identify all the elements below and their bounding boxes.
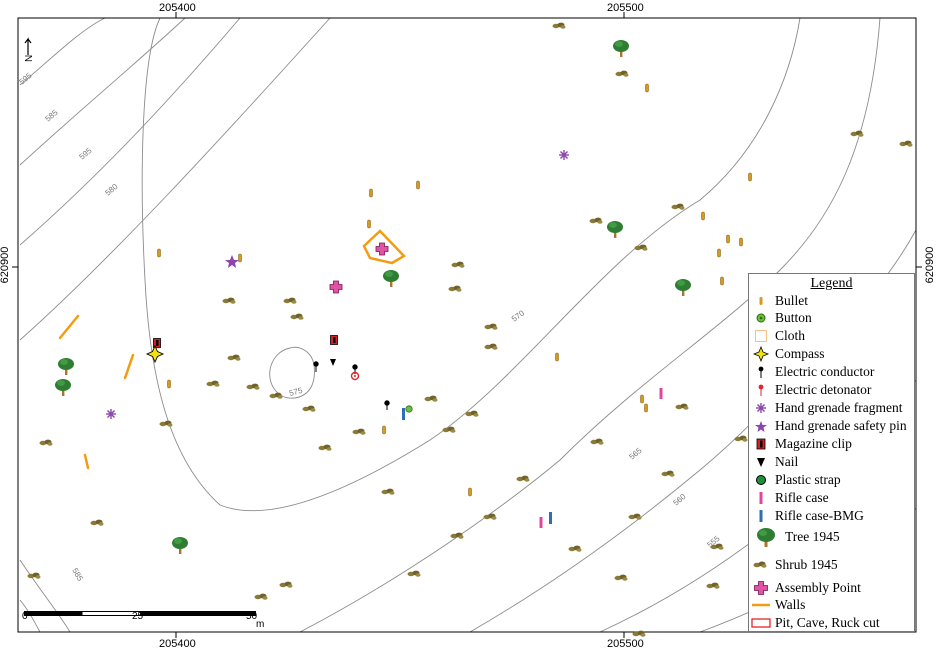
electric-detonator-marker [350, 371, 360, 381]
legend-item-walls: Walls [749, 596, 805, 614]
north-arrow-icon [24, 37, 32, 55]
contour-label: 565 [628, 446, 644, 462]
wall-segment [58, 314, 80, 340]
contour-label: 595 [78, 146, 94, 162]
legend-title: Legend [810, 276, 853, 291]
legend-item-nail: Nail [749, 453, 798, 471]
compass-marker [145, 344, 165, 364]
tree-markers [55, 40, 691, 554]
legend-item-magazine-clip: Magazine clip [749, 435, 852, 453]
walls-group [58, 229, 407, 470]
rifle-case-markers [539, 388, 663, 528]
legend-item-cloth: Cloth [749, 327, 805, 345]
cloth-icon [755, 330, 767, 342]
contour-label: 575 [288, 386, 304, 398]
contour-label-group: 575 570 565 560 555 595 595 585 580 585 [18, 71, 722, 583]
wall-segment [123, 353, 135, 380]
legend-item-plastic-strap: Plastic strap [749, 471, 841, 489]
assembly-point-markers [329, 242, 389, 294]
magazine-clip-icon [756, 438, 766, 450]
assembly-point-icon [754, 581, 768, 595]
pit-icon [751, 618, 771, 628]
grid-label-y-right: 620900 [924, 246, 936, 284]
legend-item-rifle-case: Rifle case [749, 489, 829, 507]
legend-item-electric-conductor: Electric conductor [749, 363, 874, 381]
grid-label-x-bottom-1: 205400 [159, 638, 196, 650]
legend-item-shrub: Shrub 1945 [749, 556, 838, 574]
grenade-fragment-icon [756, 403, 766, 413]
magazine-clip-markers [153, 335, 338, 348]
legend-item-button: Button [749, 309, 812, 327]
contour-label: 595 [18, 71, 34, 87]
legend-item-hand-grenade-fragment: Hand grenade fragment [749, 399, 902, 417]
rifle-case-icon [759, 492, 763, 504]
north-arrow-label: N [24, 55, 35, 62]
scale-bar-graphic [24, 611, 256, 616]
wall-enclosure [362, 229, 407, 265]
electric-conductor-icon [758, 366, 764, 378]
contour-label: 585 [70, 567, 85, 584]
contour-label: 580 [104, 182, 120, 198]
nail-marker [330, 359, 336, 366]
plastic-strap-icon [756, 475, 766, 485]
button-marker [405, 405, 413, 413]
map-frame [17, 17, 917, 633]
contour-label: 585 [44, 108, 60, 124]
legend-item-pit: Pit, Cave, Ruck cut [749, 614, 880, 632]
legend-item-rifle-case-bmg: Rifle case-BMG [749, 507, 864, 525]
contour-label: 560 [672, 492, 688, 508]
legend-item-tree: Tree 1945 [749, 526, 840, 548]
legend-item-bullet: Bullet [749, 292, 808, 310]
nail-icon [757, 458, 765, 467]
legend-item-compass: Compass [749, 345, 825, 363]
bullet-icon [759, 297, 763, 305]
grid-label-x-top-2: 205500 [607, 2, 644, 14]
legend-panel: Legend Bullet Button Cloth Compass Elect… [748, 273, 915, 632]
grid-label-y-left: 620900 [0, 246, 11, 284]
electric-detonator-icon [758, 384, 764, 396]
wall-segment [83, 453, 90, 470]
safety-pin-icon [755, 421, 767, 432]
legend-item-electric-detonator: Electric detonator [749, 381, 871, 399]
safety-pin-marker [225, 255, 239, 268]
scale-tick-50: 50 [246, 611, 258, 622]
frame-ticks [12, 12, 922, 638]
scale-tick-0: 0 [22, 611, 28, 622]
compass-icon [752, 346, 770, 362]
scale-tick-25: 25 [132, 611, 144, 622]
walls-icon [752, 603, 770, 607]
button-icon [756, 313, 766, 323]
scale-unit: m [256, 619, 265, 630]
grid-label-x-top-1: 205400 [159, 2, 196, 14]
rifle-case-bmg-icon [759, 510, 763, 522]
shrub-icon [753, 561, 767, 568]
rifle-case-bmg-markers [402, 408, 552, 524]
legend-item-hand-grenade-safety-pin: Hand grenade safety pin [749, 417, 907, 435]
tree-icon [757, 528, 775, 547]
grid-label-x-bottom-2: 205500 [607, 638, 644, 650]
electric-conductor-markers [313, 361, 390, 410]
contour-label: 570 [510, 308, 527, 323]
legend-item-assembly-point: Assembly Point [749, 579, 861, 597]
